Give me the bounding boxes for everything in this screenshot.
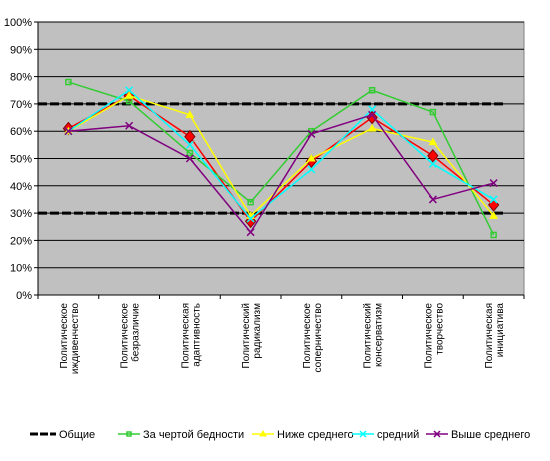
y-tick-label: 30%: [10, 208, 32, 220]
x-category-label: Политическаяадаптивность: [180, 303, 202, 368]
x-category-label-line: инициатива: [495, 303, 506, 358]
legend-label: средний: [377, 429, 419, 441]
series-group: [62, 78, 500, 239]
data-point: [126, 431, 132, 437]
x-category-label-line: Политическая: [180, 303, 191, 368]
data-point: [429, 108, 437, 116]
series-line: [68, 81, 495, 236]
data-point: [125, 86, 134, 95]
x-category-label-line: Политический: [241, 303, 252, 368]
y-tick-label: 50%: [10, 154, 32, 166]
y-tick-label: 70%: [10, 99, 32, 111]
x-category-label: Политическоебезразличие: [120, 303, 142, 369]
series-Выше среднего: [64, 110, 498, 237]
data-point: [247, 198, 254, 206]
y-tick-label: 60%: [10, 126, 32, 138]
data-point: [65, 78, 72, 86]
data-point: [185, 140, 194, 149]
legend-item: Общие: [30, 429, 95, 441]
data-point: [428, 159, 437, 168]
data-point: [368, 87, 376, 94]
data-point: [489, 211, 498, 219]
legend-label: Выше среднего: [451, 429, 530, 441]
legend-item: средний: [352, 429, 419, 441]
x-category-label-line: Политическое: [302, 303, 313, 369]
data-point: [184, 129, 196, 144]
data-point: [259, 430, 267, 437]
data-point: [359, 430, 367, 438]
y-tick-label: 100%: [4, 17, 32, 29]
data-point: [489, 195, 498, 204]
legend-label: Ниже среднего: [277, 429, 354, 441]
data-point: [433, 430, 441, 438]
x-category-label-line: Политическое: [423, 303, 434, 369]
series-line: [67, 89, 495, 220]
y-tick-label: 90%: [10, 44, 32, 56]
data-point: [185, 110, 195, 118]
data-point: [367, 123, 377, 132]
x-category-label: Политическоетворчество: [423, 303, 445, 369]
data-point: [185, 154, 194, 163]
data-point: [307, 165, 316, 174]
legend-item: Ниже среднего: [252, 429, 354, 441]
x-category-label-line: иждивенчество: [70, 303, 81, 375]
data-point: [307, 154, 316, 162]
y-tick-label: 20%: [10, 235, 32, 247]
y-tick-label: 10%: [10, 263, 32, 275]
data-point: [124, 91, 134, 99]
legend-item: Выше среднего: [426, 429, 530, 441]
data-point: [368, 110, 377, 119]
legend-label: Общие: [59, 429, 95, 441]
y-tick-label: 0%: [16, 290, 32, 302]
x-category-label-line: консерватизм: [374, 303, 385, 367]
x-category-label-line: радикализм: [252, 303, 263, 359]
x-category-label-line: Политический: [363, 303, 374, 368]
x-category-label-line: безразличие: [130, 303, 142, 362]
x-category-label-line: Политическая: [484, 303, 495, 368]
x-category-label: Политическоеиждивенчество: [59, 303, 81, 375]
data-point: [307, 129, 316, 138]
legend: Общие За чертой бедности Ниже среднего сред…: [30, 429, 530, 441]
data-point: [246, 228, 255, 237]
x-category-label: Политическоесоперничество: [302, 303, 324, 373]
data-point: [64, 127, 73, 136]
x-category-label: Политическийконсерватизм: [363, 303, 385, 369]
x-axis: Политическоеиждивенчество Политическоебез…: [37, 294, 525, 375]
x-category-label-line: Политическое: [59, 303, 70, 369]
data-point: [428, 137, 438, 146]
x-category-label-line: соперничество: [313, 303, 324, 373]
series-line: [68, 113, 494, 234]
legend-label: За чертой бедности: [143, 429, 244, 441]
data-point: [427, 148, 439, 163]
y-tick-label: 40%: [10, 181, 32, 193]
x-category-label: Политическаяинициатива: [484, 303, 506, 369]
series-line: [68, 94, 495, 223]
data-point: [490, 231, 497, 239]
x-category-label: Политическийрадикализм: [241, 303, 263, 369]
data-point: [428, 195, 437, 204]
x-category-label-line: адаптивность: [191, 303, 202, 367]
x-category-label-line: Политическое: [120, 303, 131, 369]
data-point: [125, 121, 134, 130]
data-point: [489, 179, 498, 188]
legend-item: За чертой бедности: [118, 429, 244, 441]
data-point: [246, 214, 255, 223]
data-point: [186, 149, 194, 157]
y-tick-label: 80%: [10, 72, 32, 84]
y-axis: 0% 10% 20% 30% 40% 50% 60% 70% 80% 90% 100%: [4, 17, 39, 302]
x-category-label-line: творчество: [434, 303, 445, 355]
